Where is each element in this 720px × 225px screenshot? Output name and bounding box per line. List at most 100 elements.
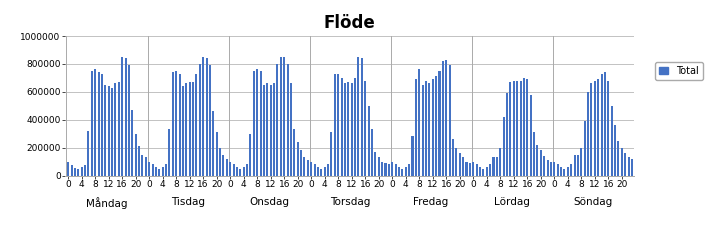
Bar [384, 163, 387, 176]
Bar [327, 164, 329, 176]
Bar [354, 78, 356, 176]
Bar [128, 65, 130, 176]
Bar [391, 162, 393, 176]
Bar [74, 168, 76, 176]
Bar [597, 79, 599, 176]
Bar [202, 57, 204, 176]
Bar [233, 164, 235, 176]
Bar [334, 74, 336, 176]
Bar [256, 70, 258, 176]
Bar [216, 132, 217, 176]
Bar [418, 70, 420, 176]
Bar [509, 82, 511, 176]
Bar [479, 167, 481, 176]
Bar [452, 139, 454, 176]
Bar [206, 58, 207, 176]
Bar [536, 145, 539, 176]
Bar [192, 82, 194, 176]
Bar [87, 131, 89, 176]
Bar [179, 74, 181, 176]
Bar [324, 167, 325, 176]
Bar [135, 134, 137, 176]
Bar [81, 167, 83, 176]
Bar [236, 167, 238, 176]
Bar [449, 65, 451, 176]
Bar [320, 169, 323, 176]
Bar [361, 58, 363, 176]
Bar [506, 93, 508, 176]
Bar [513, 81, 515, 176]
Bar [239, 169, 241, 176]
Bar [266, 83, 269, 176]
Bar [516, 81, 518, 176]
Bar [425, 81, 427, 176]
Bar [77, 169, 79, 176]
Bar [148, 162, 150, 176]
Bar [108, 86, 109, 176]
Bar [557, 164, 559, 176]
Bar [209, 65, 211, 176]
Bar [577, 155, 579, 176]
Bar [533, 132, 535, 176]
Bar [249, 134, 251, 176]
Bar [482, 169, 485, 176]
Bar [455, 148, 457, 176]
Bar [580, 148, 582, 176]
Bar [543, 156, 545, 176]
Bar [219, 148, 221, 176]
Bar [337, 74, 339, 176]
Bar [486, 167, 487, 176]
Bar [621, 148, 623, 176]
Bar [600, 74, 603, 176]
Bar [91, 71, 93, 176]
Bar [314, 164, 315, 176]
Bar [624, 153, 626, 176]
Bar [415, 79, 417, 176]
Text: Tisdag: Tisdag [171, 197, 205, 207]
Bar [438, 71, 441, 176]
Bar [607, 81, 609, 176]
Bar [104, 85, 107, 176]
Bar [283, 57, 285, 176]
Bar [550, 162, 552, 176]
Bar [273, 83, 275, 176]
Text: Söndag: Söndag [573, 197, 613, 207]
Text: Måndag: Måndag [86, 197, 127, 209]
Bar [499, 148, 501, 176]
Bar [118, 82, 120, 176]
Bar [584, 121, 585, 176]
Bar [523, 78, 525, 176]
Bar [111, 88, 113, 176]
Bar [503, 117, 505, 176]
Bar [570, 164, 572, 176]
Bar [563, 169, 565, 176]
Bar [560, 167, 562, 176]
Title: Flöde: Flöde [323, 14, 375, 32]
Bar [364, 81, 366, 176]
Bar [97, 72, 99, 176]
Bar [492, 157, 495, 176]
Bar [310, 162, 312, 176]
Bar [381, 162, 383, 176]
Bar [617, 141, 619, 176]
Legend: Total: Total [654, 62, 703, 80]
Bar [526, 79, 528, 176]
Bar [182, 86, 184, 176]
Bar [155, 167, 157, 176]
Bar [459, 153, 461, 176]
Bar [435, 76, 437, 176]
Bar [476, 164, 477, 176]
Bar [300, 150, 302, 176]
Bar [472, 162, 474, 176]
Bar [614, 125, 616, 176]
Bar [145, 157, 147, 176]
Bar [631, 159, 633, 176]
Bar [341, 78, 343, 176]
Bar [398, 167, 400, 176]
Bar [469, 163, 471, 176]
Bar [412, 136, 413, 176]
Bar [520, 81, 521, 176]
Bar [388, 164, 390, 176]
Bar [628, 157, 629, 176]
Bar [94, 70, 96, 176]
